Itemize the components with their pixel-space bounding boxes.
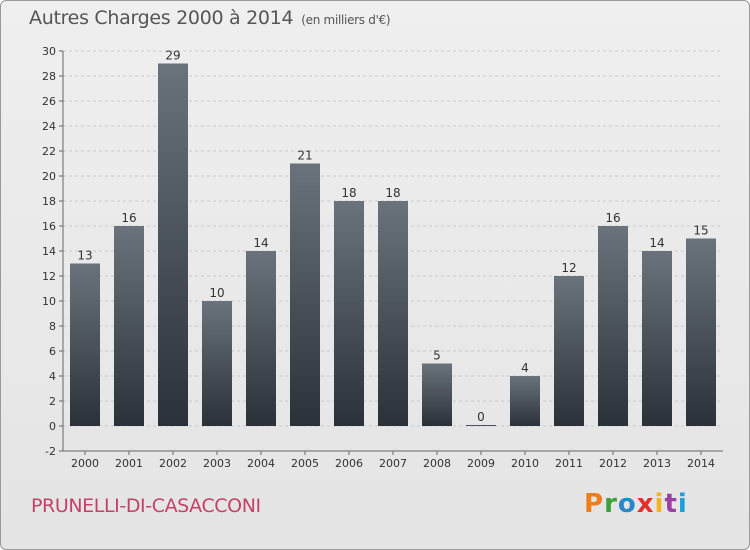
bar-2003 <box>202 301 232 426</box>
y-tick-label: 10 <box>42 295 56 308</box>
value-label: 0 <box>477 410 485 424</box>
value-label: 5 <box>433 349 441 363</box>
y-tick-label: 8 <box>49 320 56 333</box>
value-label: 18 <box>341 186 356 200</box>
y-tick-label: -2 <box>45 445 56 458</box>
x-tick-label: 2004 <box>247 457 275 470</box>
y-tick-label: 6 <box>49 345 56 358</box>
bar-2002 <box>158 63 188 426</box>
bar-2004 <box>246 251 276 426</box>
value-label: 29 <box>165 49 180 63</box>
logo-letter: P <box>584 489 605 519</box>
value-label: 14 <box>253 236 268 250</box>
bar-2001 <box>114 226 144 426</box>
bar-2005 <box>290 163 320 426</box>
y-tick-label: 4 <box>49 370 56 383</box>
y-tick-label: 24 <box>42 120 56 133</box>
bar-2000 <box>70 263 100 426</box>
bar-2014 <box>686 238 716 426</box>
x-tick-label: 2012 <box>599 457 627 470</box>
value-label: 15 <box>693 224 708 238</box>
x-tick-label: 2009 <box>467 457 495 470</box>
x-tick-label: 2006 <box>335 457 363 470</box>
bar-2007 <box>378 201 408 426</box>
y-tick-label: 18 <box>42 195 56 208</box>
logo-letter: i <box>677 489 688 519</box>
x-tick-label: 2007 <box>379 457 407 470</box>
y-tick-label: 14 <box>42 245 56 258</box>
x-tick-label: 2010 <box>511 457 539 470</box>
y-tick-label: 16 <box>42 220 56 233</box>
bar-2012 <box>598 226 628 426</box>
value-label: 12 <box>561 261 576 275</box>
x-tick-label: 2011 <box>555 457 583 470</box>
logo-letter: o <box>617 489 637 519</box>
x-tick-label: 2002 <box>159 457 187 470</box>
y-tick-label: 28 <box>42 70 56 83</box>
y-tick-label: 22 <box>42 145 56 158</box>
value-label: 18 <box>385 186 400 200</box>
y-tick-label: 2 <box>49 395 56 408</box>
value-label: 10 <box>209 286 224 300</box>
x-tick-label: 2000 <box>71 457 99 470</box>
x-tick-label: 2008 <box>423 457 451 470</box>
y-tick-label: 20 <box>42 170 56 183</box>
town-name: PRUNELLI-DI-CASACCONI <box>31 495 261 517</box>
x-tick-label: 2014 <box>687 457 715 470</box>
value-label: 14 <box>649 236 664 250</box>
proxiti-logo: Proxiti <box>584 489 688 519</box>
x-tick-label: 2003 <box>203 457 231 470</box>
value-label: 13 <box>77 249 92 263</box>
logo-letter: t <box>664 489 678 519</box>
bar-2008 <box>422 363 452 426</box>
logo-letter: i <box>654 489 665 519</box>
value-label: 16 <box>605 211 620 225</box>
logo-letter: r <box>604 489 618 519</box>
chart-subtitle: (en milliers d'€) <box>301 13 391 27</box>
value-label: 4 <box>521 361 529 375</box>
value-label: 21 <box>297 149 312 163</box>
value-label: 16 <box>121 211 136 225</box>
bar-2011 <box>554 276 584 426</box>
bar-2009 <box>466 425 496 426</box>
y-tick-label: 26 <box>42 95 56 108</box>
x-tick-label: 2001 <box>115 457 143 470</box>
y-tick-label: 0 <box>49 420 56 433</box>
y-tick-label: 12 <box>42 270 56 283</box>
y-tick-label: 30 <box>42 45 56 58</box>
bar-2010 <box>510 376 540 426</box>
x-tick-label: 2013 <box>643 457 671 470</box>
x-tick-label: 2005 <box>291 457 319 470</box>
chart-title-text: Autres Charges 2000 à 2014 <box>29 7 294 29</box>
logo-letter: x <box>636 489 655 519</box>
bar-2006 <box>334 201 364 426</box>
chart-title: Autres Charges 2000 à 2014 (en milliers d… <box>29 7 391 29</box>
bar-2013 <box>642 251 672 426</box>
